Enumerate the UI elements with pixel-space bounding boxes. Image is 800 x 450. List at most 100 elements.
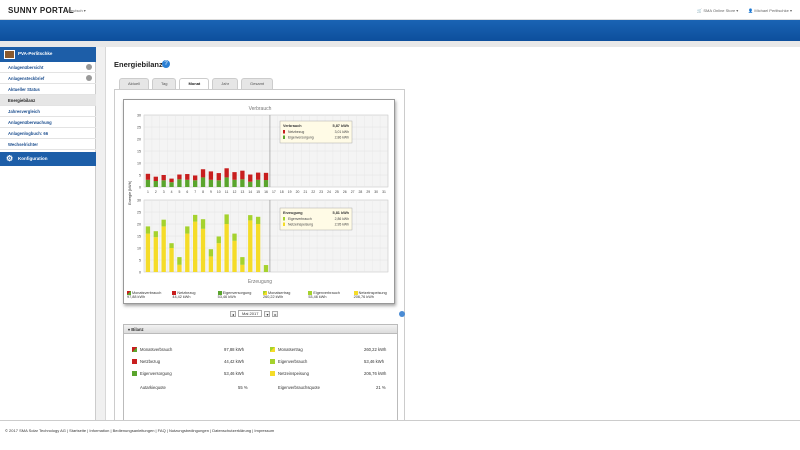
tab-jahr[interactable]: Jahr xyxy=(212,78,239,89)
tooltip-value: 2,95 kWh xyxy=(335,223,349,227)
bar-eigenverbrauch xyxy=(161,219,166,227)
month-dropdown-icon[interactable]: ▾ xyxy=(264,310,271,317)
chart-legend: Monatsverbrauch 97,88 kWh Netzbezug 44,42 k… xyxy=(124,291,396,305)
sidebar-item-aktueller-status[interactable]: Aktueller Status xyxy=(0,84,96,95)
main-content: Energiebilanz ? Aktuell Tag Monat Jahr G… xyxy=(107,47,800,450)
x-tick-label: 13 xyxy=(240,190,244,194)
legend-item[interactable]: Netzeinspeisung 206,76 kWh xyxy=(351,291,396,305)
sidebar-item-jahresvergleich[interactable]: Jahresvergleich xyxy=(0,106,96,117)
bilanz-value: 206,76 kWh xyxy=(364,371,387,376)
sidebar-item-anlagenlogbuch[interactable]: Anlagenlogbuch: 66 xyxy=(0,128,96,139)
bilanz-value: 53,46 kWh xyxy=(364,359,385,364)
x-tick-label: 5 xyxy=(178,190,180,194)
month-select[interactable]: Mai 2017 xyxy=(238,310,263,317)
netzbezug-swatch xyxy=(132,359,137,364)
bar-eigenversorgung xyxy=(263,180,269,187)
legend-item[interactable]: Eigenverbrauch 53,46 kWh xyxy=(305,291,350,305)
x-tick-label: 7 xyxy=(194,190,196,194)
bar-netzeinspeisung xyxy=(232,240,237,272)
x-tick-label: 27 xyxy=(351,190,355,194)
sidebar-item-anlagenueberwachung[interactable]: Anlagenüberwachung xyxy=(0,117,96,128)
bar-netzbezug xyxy=(208,171,214,180)
bar-eigenverbrauch xyxy=(145,226,151,234)
bilanz-label: Eigenversorgung xyxy=(140,371,172,376)
prev-month-button[interactable]: ◂ xyxy=(230,310,236,317)
export-icon[interactable] xyxy=(399,311,405,317)
tab-tag[interactable]: Tag xyxy=(152,78,177,89)
sidebar-item-anlagensteckbrief[interactable]: Anlagensteckbrief xyxy=(0,73,96,84)
bilanz-label: Netzbezug xyxy=(140,359,161,364)
next-month-button[interactable]: ▸ xyxy=(272,310,279,317)
bar-netzeinspeisung xyxy=(153,237,158,272)
x-tick-label: 18 xyxy=(280,190,284,194)
legend-item[interactable]: Eigenversorgung 53,46 kWh xyxy=(215,291,260,305)
x-tick-label: 14 xyxy=(248,190,252,194)
legend-value: 206,76 kWh xyxy=(353,295,374,299)
online-store-link[interactable]: 🛒 SMA Online Store ▾ xyxy=(697,8,739,13)
x-tick-label: 31 xyxy=(382,190,386,194)
x-tick-label: 26 xyxy=(343,190,347,194)
legend-label: Monatsertrag xyxy=(267,291,291,295)
bar-eigenversorgung xyxy=(208,179,214,187)
bar-eigenverbrauch xyxy=(240,257,245,265)
x-tick-label: 2 xyxy=(155,190,157,194)
sidebar-item-anlagenuebersicht[interactable]: Anlagenübersicht xyxy=(0,62,96,73)
help-icon[interactable]: ? xyxy=(162,60,170,68)
bar-eigenverbrauch xyxy=(248,215,253,221)
chart-title-top: Verbrauch xyxy=(249,106,272,112)
monatsverbrauch-swatch xyxy=(132,347,137,352)
legend-value: 53,46 kWh xyxy=(308,295,327,299)
x-tick-label: 10 xyxy=(217,190,221,194)
tooltip-swatch xyxy=(283,217,285,221)
legend-item[interactable]: Monatsertrag 260,22 kWh xyxy=(260,291,305,305)
bar-netzeinspeisung xyxy=(216,243,221,272)
bar-netzeinspeisung xyxy=(248,220,253,272)
sub-bar xyxy=(0,41,800,47)
x-tick-label: 12 xyxy=(233,190,237,194)
tab-gesamt[interactable]: Gesamt xyxy=(241,78,274,89)
y-tick-label: 20 xyxy=(137,222,141,226)
bilanz-header[interactable]: ▾ Bilanz xyxy=(124,325,397,334)
eigenverbrauch-swatch xyxy=(270,359,275,364)
y-tick-label: 25 xyxy=(137,125,141,129)
gear-icon[interactable] xyxy=(86,75,92,81)
bar-netzeinspeisung xyxy=(161,226,166,272)
monatsertrag-swatch xyxy=(270,347,275,352)
logo[interactable]: SUNNY PORTAL xyxy=(8,6,74,15)
bar-netzbezug xyxy=(255,172,261,180)
x-tick-label: 28 xyxy=(359,190,363,194)
bar-eigenverbrauch xyxy=(169,243,174,248)
ev-quote-label: Eigenverbrauchsquote xyxy=(278,385,320,390)
legend-item[interactable]: Netzbezug 44,42 kWh xyxy=(169,291,214,305)
tooltip-swatch xyxy=(283,222,285,226)
language-selector[interactable]: Deutsch ▾ xyxy=(68,8,86,13)
x-tick-label: 29 xyxy=(366,190,370,194)
y-tick-label: 0 xyxy=(139,185,141,189)
sidebar-item-konfiguration[interactable]: ⚙ Konfiguration xyxy=(0,152,96,166)
x-tick-label: 22 xyxy=(311,190,315,194)
tooltip-total: 5,81 kWh xyxy=(333,211,350,215)
legend-label: Eigenverbrauch xyxy=(313,291,340,295)
bar-netzbezug xyxy=(185,174,190,180)
legend-label: Netzbezug xyxy=(177,291,196,295)
legend-item[interactable]: Monatsverbrauch 97,88 kWh xyxy=(124,291,169,305)
tooltip-swatch xyxy=(283,135,285,139)
user-menu[interactable]: 👤 Michael Perlitschke ▾ xyxy=(748,8,792,13)
tab-monat[interactable]: Monat xyxy=(179,78,210,89)
bar-eigenverbrauch xyxy=(255,216,261,224)
footer-links[interactable]: © 2017 SMA Solar Technology AG | Startse… xyxy=(5,428,275,433)
y-tick-label: 15 xyxy=(137,234,141,238)
gear-icon[interactable] xyxy=(86,64,92,70)
tab-aktuell[interactable]: Aktuell xyxy=(119,78,150,89)
sidebar-item-energiebilanz[interactable]: Energiebilanz xyxy=(0,95,96,106)
sidebar-item-wechselrichter[interactable]: Wechselrichter xyxy=(0,139,96,150)
y-tick-label: 15 xyxy=(137,149,141,153)
legend-value: 44,42 kWh xyxy=(172,295,191,299)
bar-eigenversorgung xyxy=(145,179,151,187)
plant-selector[interactable]: PVA-Perlitschke xyxy=(0,47,96,62)
y-tick-label: 5 xyxy=(139,258,141,262)
bilanz-label: Monatsertrag xyxy=(278,347,303,352)
bilanz-label: Eigenverbrauch xyxy=(278,359,308,364)
y-tick-label: 25 xyxy=(137,210,141,214)
